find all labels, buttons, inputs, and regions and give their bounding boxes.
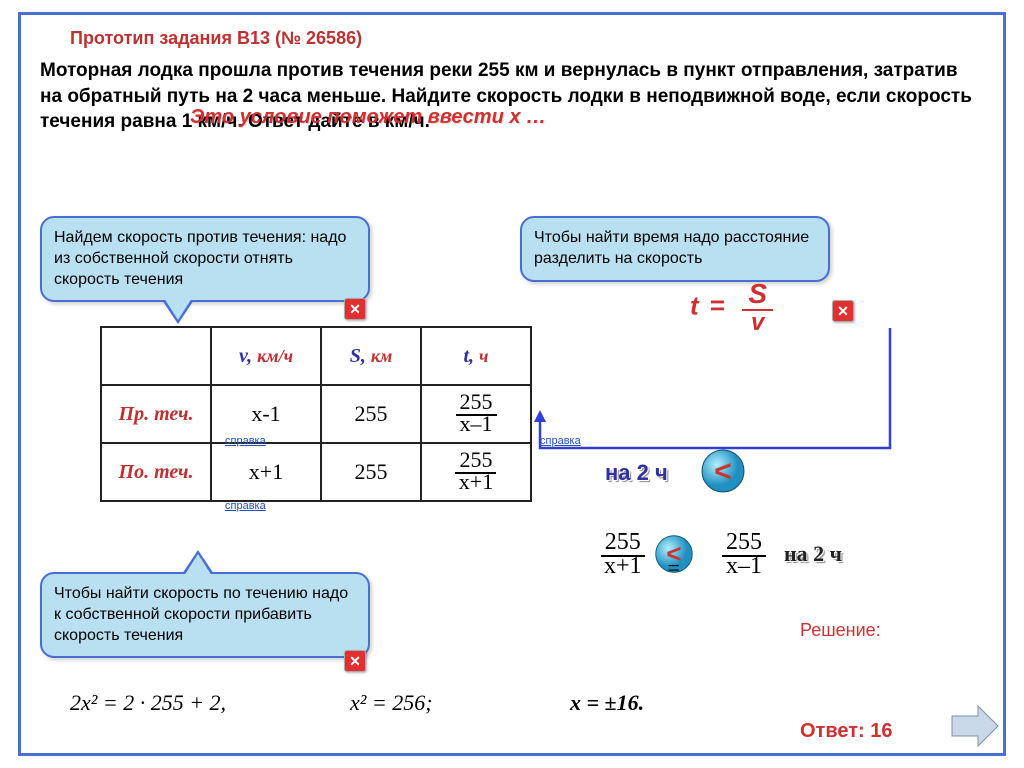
solution-step-b: x² = 256; [350, 690, 433, 716]
answer-label: Ответ: 16 [800, 720, 893, 743]
col-s-unit: км [371, 346, 392, 366]
next-button[interactable] [950, 704, 1000, 748]
callout-downstream-speed: Чтобы найти скорость по течению надо к с… [40, 572, 370, 658]
col-t-unit: ч [479, 346, 488, 366]
formula-t: t [690, 290, 699, 320]
cell-v: x-1 [251, 401, 280, 426]
callout-text: Чтобы найти скорость по течению надо к с… [54, 585, 348, 644]
equals-icon: = [710, 290, 725, 320]
col-v-unit: км/ч [257, 346, 293, 366]
hint-overlay: Это условие поможет ввести x … [190, 106, 546, 129]
less-than-icon: < [700, 448, 746, 494]
row-label: По. теч. [101, 443, 211, 501]
row-label: Пр. теч. [101, 385, 211, 443]
formula-num: S [742, 278, 773, 311]
cell-t-den: x+1 [455, 469, 497, 494]
time-diff-label: на 2 ч [784, 541, 842, 567]
table-row: Пр. теч. x-1 255 255x–1 [101, 385, 531, 443]
cell-t-den: x–1 [456, 411, 497, 436]
callout-time-formula: Чтобы найти время надо расстояние раздел… [520, 216, 830, 282]
solution-step-a: 2x² = 2 · 255 + 2, [70, 690, 226, 716]
solution-step-c: x = ±16. [570, 690, 644, 716]
eq-rden: x–1 [722, 553, 766, 579]
solution-label: Решение: [800, 620, 881, 641]
cell-v: x+1 [249, 459, 283, 484]
table-row: По. теч. x+1 255 255x+1 [101, 443, 531, 501]
reference-link[interactable]: справка [225, 500, 266, 512]
reference-link[interactable]: справка [225, 435, 266, 447]
cell-s: 255 [321, 385, 421, 443]
callout-upstream-speed: Найдем скорость против течения: надо из … [40, 216, 370, 302]
col-t: t, [463, 345, 474, 367]
svg-text:<: < [714, 455, 732, 488]
close-icon[interactable]: ✕ [344, 650, 366, 672]
callout-text: Чтобы найти время надо расстояние раздел… [534, 229, 809, 267]
close-icon[interactable]: ✕ [344, 298, 366, 320]
equals-icon: = [668, 555, 680, 581]
col-v: v, [239, 345, 252, 367]
col-s: S, [350, 345, 366, 367]
task-title: Прототип задания B13 (№ 26586) [70, 28, 362, 49]
time-diff-label: на 2 ч [605, 460, 668, 486]
eq-lden: x+1 [600, 553, 646, 579]
equation-line: 255x+1 < = 255x–1 на 2 ч [600, 530, 842, 578]
cell-s: 255 [321, 443, 421, 501]
callout-text: Найдем скорость против течения: надо из … [54, 229, 346, 288]
data-table: v, км/ч S, км t, ч Пр. теч. x-1 255 255 x… [100, 326, 532, 502]
